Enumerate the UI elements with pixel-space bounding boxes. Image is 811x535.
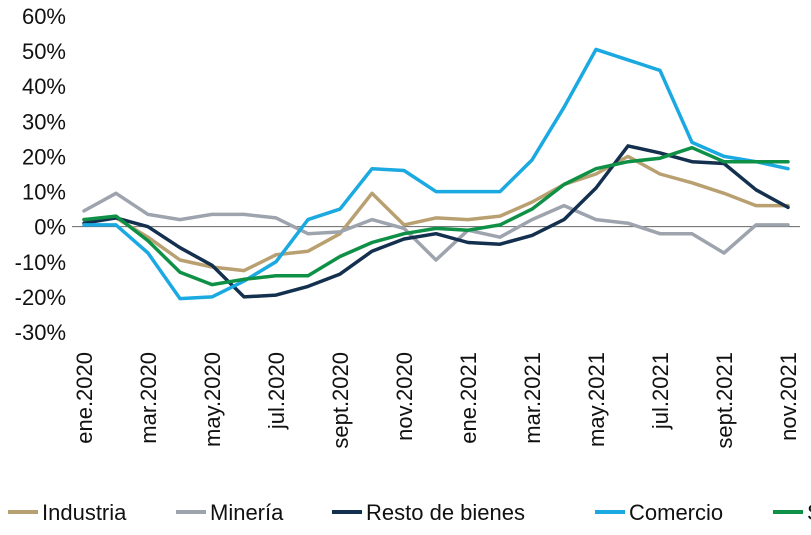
legend-label: Comercio (629, 500, 723, 525)
y-tick-label: 20% (22, 144, 66, 169)
legend-label: Industria (42, 500, 127, 525)
x-tick-label: mar.2020 (136, 352, 161, 444)
y-tick-label: -20% (15, 285, 66, 310)
x-tick-label: ene.2020 (72, 352, 97, 444)
y-tick-label: 50% (22, 39, 66, 64)
legend-label: Resto de bienes (366, 500, 525, 525)
y-tick-label: 40% (22, 74, 66, 99)
y-axis-tick-labels: 60% 50% 40% 30% 20% 10% 0% -10% -20% -30% (15, 4, 66, 345)
x-tick-label: nov.2020 (392, 352, 417, 441)
legend-label: Minería (210, 500, 284, 525)
x-tick-label: sept.2020 (328, 352, 353, 449)
y-tick-label: -10% (15, 250, 66, 275)
y-tick-label: 30% (22, 109, 66, 134)
series-lines (82, 47, 790, 301)
y-tick-label: -30% (15, 320, 66, 345)
y-tick-label: 0% (34, 215, 66, 240)
x-tick-label: may.2020 (200, 352, 225, 447)
legend-label: Servicios (807, 500, 811, 525)
series-line-miner-a (82, 191, 790, 262)
x-tick-label: nov.2021 (776, 352, 801, 441)
x-tick-label: jul.2021 (648, 352, 673, 430)
legend: Industria Minería Resto de bienes Comercio S… (8, 500, 811, 525)
x-axis-tick-labels: ene.2020 mar.2020 may.2020 jul.2020 sept.202… (72, 352, 801, 449)
y-tick-label: 60% (22, 4, 66, 29)
x-tick-label: jul.2020 (264, 352, 289, 430)
y-tick-label: 10% (22, 180, 66, 205)
x-tick-label: sept.2021 (712, 352, 737, 449)
series-line-industria (82, 154, 790, 273)
x-tick-label: may.2021 (584, 352, 609, 447)
series-line-comercio (82, 47, 790, 301)
series-line-servicios (82, 145, 790, 287)
x-tick-label: mar.2021 (520, 352, 545, 444)
x-tick-label: ene.2021 (456, 352, 481, 444)
